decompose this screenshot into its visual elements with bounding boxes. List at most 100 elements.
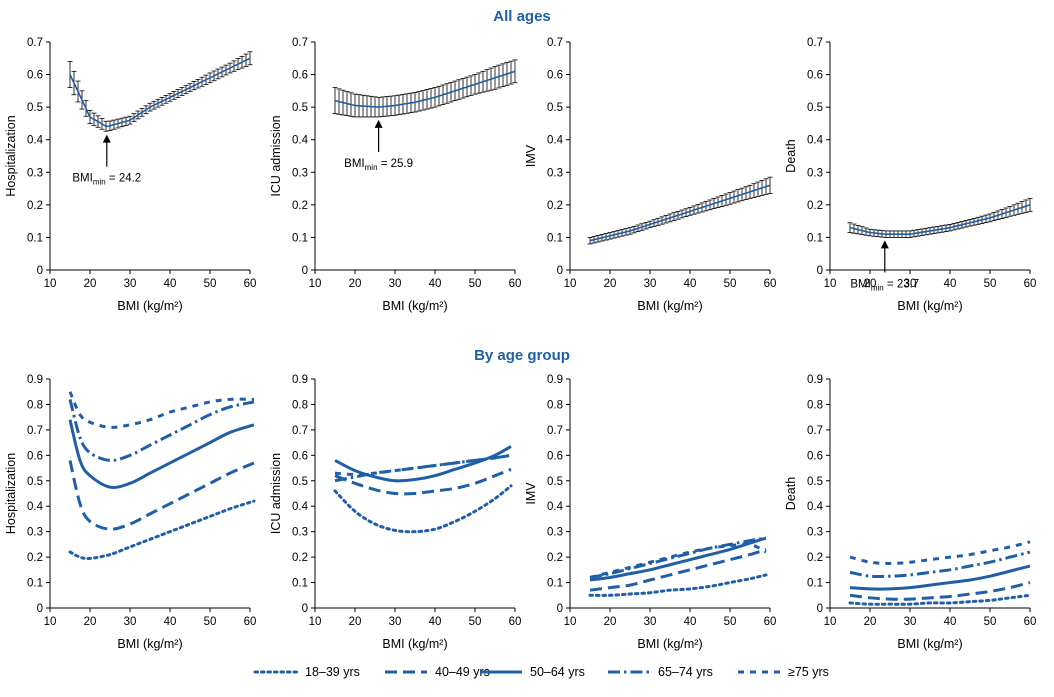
- x-tick-label: 40: [164, 616, 177, 628]
- series-line-5: [849, 540, 1031, 565]
- legend-label: 40–49 yrs: [435, 665, 490, 679]
- legend-item-3: 50–64 yrs: [480, 665, 585, 679]
- x-tick-label: 60: [509, 278, 522, 290]
- series-line: [69, 57, 251, 128]
- y-tick-label: 0: [817, 603, 823, 615]
- y-tick-label: 0.5: [807, 476, 823, 488]
- x-tick-label: 50: [469, 616, 482, 628]
- y-tick-label: 0.3: [27, 527, 43, 539]
- x-tick-label: 50: [204, 616, 217, 628]
- y-tick-label: 0.1: [547, 578, 563, 590]
- y-axis-label: ICU admission: [269, 115, 283, 196]
- y-tick-label: 0.8: [292, 399, 308, 411]
- legend-item-4: 65–74 yrs: [608, 665, 713, 679]
- y-tick-label: 0.9: [547, 374, 563, 386]
- annotation-value: = 24.2: [106, 173, 142, 185]
- x-tick-label: 30: [389, 616, 402, 628]
- x-axis-label: BMI (kg/m²): [117, 637, 182, 651]
- x-tick-label: 20: [349, 278, 362, 290]
- y-tick-label: 0.3: [547, 527, 563, 539]
- y-tick-label: 0.3: [807, 527, 823, 539]
- x-axis-label: BMI (kg/m²): [897, 637, 962, 651]
- x-tick-label: 20: [84, 616, 97, 628]
- x-tick-label: 60: [764, 278, 777, 290]
- x-tick-label: 20: [604, 616, 617, 628]
- series-line-1: [333, 484, 513, 534]
- series-line-1: [588, 573, 768, 597]
- y-tick-label: 0.1: [27, 578, 43, 590]
- x-tick-label: 30: [389, 278, 402, 290]
- x-tick-label: 10: [309, 616, 322, 628]
- panel-all-ages-imv: 0 0.1 0.2 0.3 0.4 0.5 0.6 0.7 10 20 30 40 50 60 BMI (k…: [524, 37, 776, 313]
- annotation-label: BMImin = 25.9: [344, 158, 413, 172]
- y-axis-label: Death: [784, 139, 798, 172]
- series-line-3: [589, 536, 767, 582]
- y-tick-label: 0.6: [292, 450, 308, 462]
- annotation-arrowhead: [102, 134, 111, 143]
- series-line-2: [589, 548, 767, 592]
- x-tick-label: 10: [824, 278, 837, 290]
- series-line-5: [68, 391, 255, 429]
- x-tick-label: 10: [309, 278, 322, 290]
- panel-by-age-imv: 0 0.1 0.2 0.3 0.4 0.5 0.6 0.7 0.8 0.9 10 20 30 40 50 60…: [524, 374, 776, 651]
- y-tick-label: 0.4: [27, 501, 44, 513]
- annotation-value: = 25.9: [378, 158, 414, 170]
- x-tick-label: 60: [1024, 278, 1037, 290]
- y-tick-label: 0.6: [27, 70, 43, 82]
- x-tick-label: 30: [124, 278, 137, 290]
- y-tick-label: 0.2: [807, 200, 823, 212]
- panel-all-ages-icu-admission: 0 0.1 0.2 0.3 0.4 0.5 0.6 0.7 10 20 30 40 50 60 BMI (k…: [269, 37, 521, 313]
- series-line-4: [849, 550, 1031, 579]
- x-tick-label: 30: [124, 616, 137, 628]
- x-axis-label: BMI (kg/m²): [117, 299, 182, 313]
- y-tick-label: 0.6: [807, 70, 823, 82]
- annotation-prefix: BMI: [72, 173, 92, 185]
- y-tick-label: 0.5: [547, 102, 563, 114]
- y-axis-label: IMV: [524, 144, 538, 167]
- panel-all-ages-hospitalization: 0 0.1 0.2 0.3 0.4 0.5 0.6 0.7 10 20 30 40 50 60 BMI (k…: [4, 37, 256, 313]
- y-tick-label: 0.1: [807, 232, 823, 244]
- x-tick-label: 30: [904, 616, 917, 628]
- x-tick-label: 50: [724, 278, 737, 290]
- x-tick-label: 20: [349, 616, 362, 628]
- annotation-prefix: BMI: [344, 158, 364, 170]
- y-tick-label: 0.5: [547, 476, 563, 488]
- legend: 18–39 yrs 40–49 yrs 50–64 yrs 65–74 yrs ≥75 …: [253, 665, 829, 679]
- y-tick-label: 0: [37, 603, 43, 615]
- y-axis-label: ICU admission: [269, 453, 283, 534]
- annotation-prefix: BMI: [850, 278, 870, 290]
- panel-by-age-death: 0 0.1 0.2 0.3 0.4 0.5 0.6 0.7 0.8 0.9 10 20 30 40 50 60…: [784, 374, 1036, 651]
- y-tick-label: 0.6: [292, 70, 308, 82]
- y-tick-label: 0.9: [27, 374, 43, 386]
- series-line: [589, 184, 771, 242]
- x-tick-label: 50: [469, 278, 482, 290]
- y-tick-label: 0.1: [547, 232, 563, 244]
- y-tick-label: 0: [817, 265, 823, 277]
- y-tick-label: 0.5: [292, 102, 308, 114]
- legend-label: ≥75 yrs: [788, 665, 829, 679]
- y-tick-label: 0.2: [292, 552, 308, 564]
- series-line-4: [589, 536, 767, 579]
- y-tick-label: 0.4: [807, 501, 824, 513]
- legend-item-2: 40–49 yrs: [385, 665, 490, 679]
- y-tick-label: 0.5: [292, 476, 308, 488]
- annotation-sub: min: [365, 163, 378, 172]
- y-tick-label: 0.2: [547, 552, 563, 564]
- x-tick-label: 30: [644, 616, 657, 628]
- annotation-sub: min: [871, 283, 884, 292]
- x-tick-label: 10: [564, 616, 577, 628]
- legend-label: 65–74 yrs: [658, 665, 713, 679]
- y-tick-label: 0.1: [292, 578, 308, 590]
- y-axis-label: Hospitalization: [4, 453, 18, 534]
- x-tick-label: 50: [724, 616, 737, 628]
- y-tick-label: 0.6: [807, 450, 823, 462]
- y-tick-label: 0.6: [27, 450, 43, 462]
- series-line-2: [849, 581, 1031, 601]
- y-tick-label: 0.7: [547, 425, 563, 437]
- x-tick-label: 30: [644, 278, 657, 290]
- x-tick-label: 40: [429, 278, 442, 290]
- x-tick-label: 60: [244, 616, 257, 628]
- y-tick-label: 0: [302, 265, 308, 277]
- y-tick-label: 0.9: [292, 374, 308, 386]
